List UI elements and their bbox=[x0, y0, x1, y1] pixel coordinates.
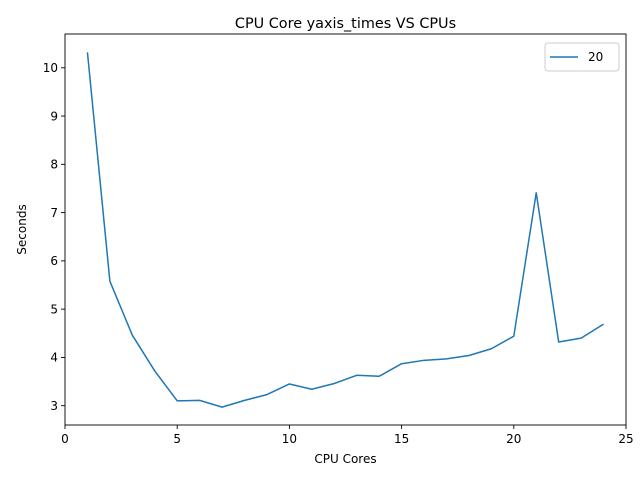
legend-box bbox=[544, 42, 620, 72]
legend: 20 bbox=[544, 42, 620, 72]
x-tick-label: 5 bbox=[173, 432, 181, 446]
y-tick-label: 8 bbox=[50, 158, 58, 172]
chart-title: CPU Core yaxis_times VS CPUs bbox=[235, 16, 456, 32]
y-tick-label: 7 bbox=[50, 206, 58, 220]
y-tick-label: 9 bbox=[50, 109, 58, 123]
y-tick-label: 6 bbox=[50, 254, 58, 268]
x-tick-label: 10 bbox=[282, 432, 297, 446]
y-tick-label: 10 bbox=[43, 61, 58, 75]
series-line-1 bbox=[86, 52, 604, 408]
x-axis-label: CPU Cores bbox=[314, 452, 376, 466]
y-axis-ticks: 3 4 5 6 7 8 9 10 bbox=[43, 61, 65, 413]
x-tick-label: 0 bbox=[61, 432, 69, 446]
x-tick-label: 25 bbox=[618, 432, 633, 446]
y-tick-label: 5 bbox=[50, 302, 58, 316]
y-tick-label: 4 bbox=[50, 351, 58, 365]
series-layer bbox=[86, 52, 604, 408]
legend-label-series-1: 20 bbox=[588, 50, 603, 64]
x-tick-label: 20 bbox=[506, 432, 521, 446]
x-axis-ticks: 0 5 10 15 20 25 bbox=[61, 425, 634, 446]
x-tick-label: 15 bbox=[394, 432, 409, 446]
y-axis-label: Seconds bbox=[15, 204, 29, 254]
y-tick-label: 3 bbox=[50, 399, 58, 413]
plot-area bbox=[65, 34, 626, 425]
plot-frame bbox=[64, 33, 627, 426]
